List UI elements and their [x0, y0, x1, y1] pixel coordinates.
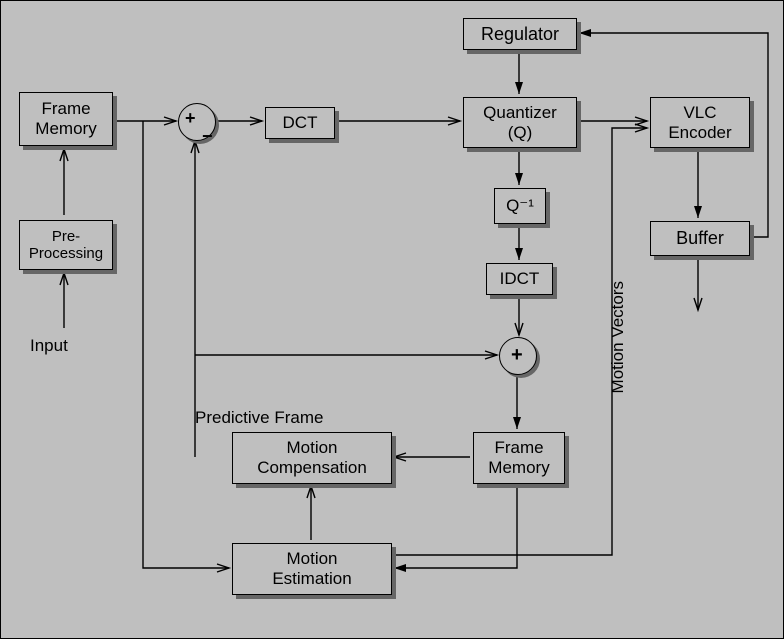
box-motion_comp: Motion Compensation: [232, 432, 392, 484]
box-regulator: Regulator: [463, 18, 577, 50]
summing-junction-sum1: +−: [178, 103, 216, 141]
minus-sign: −: [202, 126, 213, 147]
box-quantizer: Quantizer (Q): [463, 97, 577, 148]
summing-junction-sum2: +: [499, 337, 537, 375]
box-idct: IDCT: [486, 263, 553, 295]
video-encoder-block-diagram: Frame Memory Pre- Processing DCT Regulator Q…: [0, 0, 784, 639]
label-motion_vec: Motion Vectors: [608, 281, 628, 393]
box-qinv: Q⁻¹: [494, 188, 546, 224]
edge-framemem-tap-to-moest: [143, 121, 229, 568]
box-buffer: Buffer: [650, 221, 750, 256]
box-frame_memory_in: Frame Memory: [19, 92, 113, 146]
box-frame_memory_out: Frame Memory: [473, 432, 565, 484]
box-vlc: VLC Encoder: [650, 97, 750, 148]
plus-sign: +: [185, 108, 196, 129]
plus-sign: +: [511, 344, 523, 367]
edge-framemem2-to-moest: [394, 486, 517, 568]
box-preproc: Pre- Processing: [19, 220, 113, 270]
label-input: Input: [30, 336, 68, 356]
box-dct: DCT: [265, 107, 335, 139]
label-pred_frame: Predictive Frame: [195, 408, 323, 428]
connections-layer: [0, 0, 784, 639]
box-motion_est: Motion Estimation: [232, 543, 392, 595]
